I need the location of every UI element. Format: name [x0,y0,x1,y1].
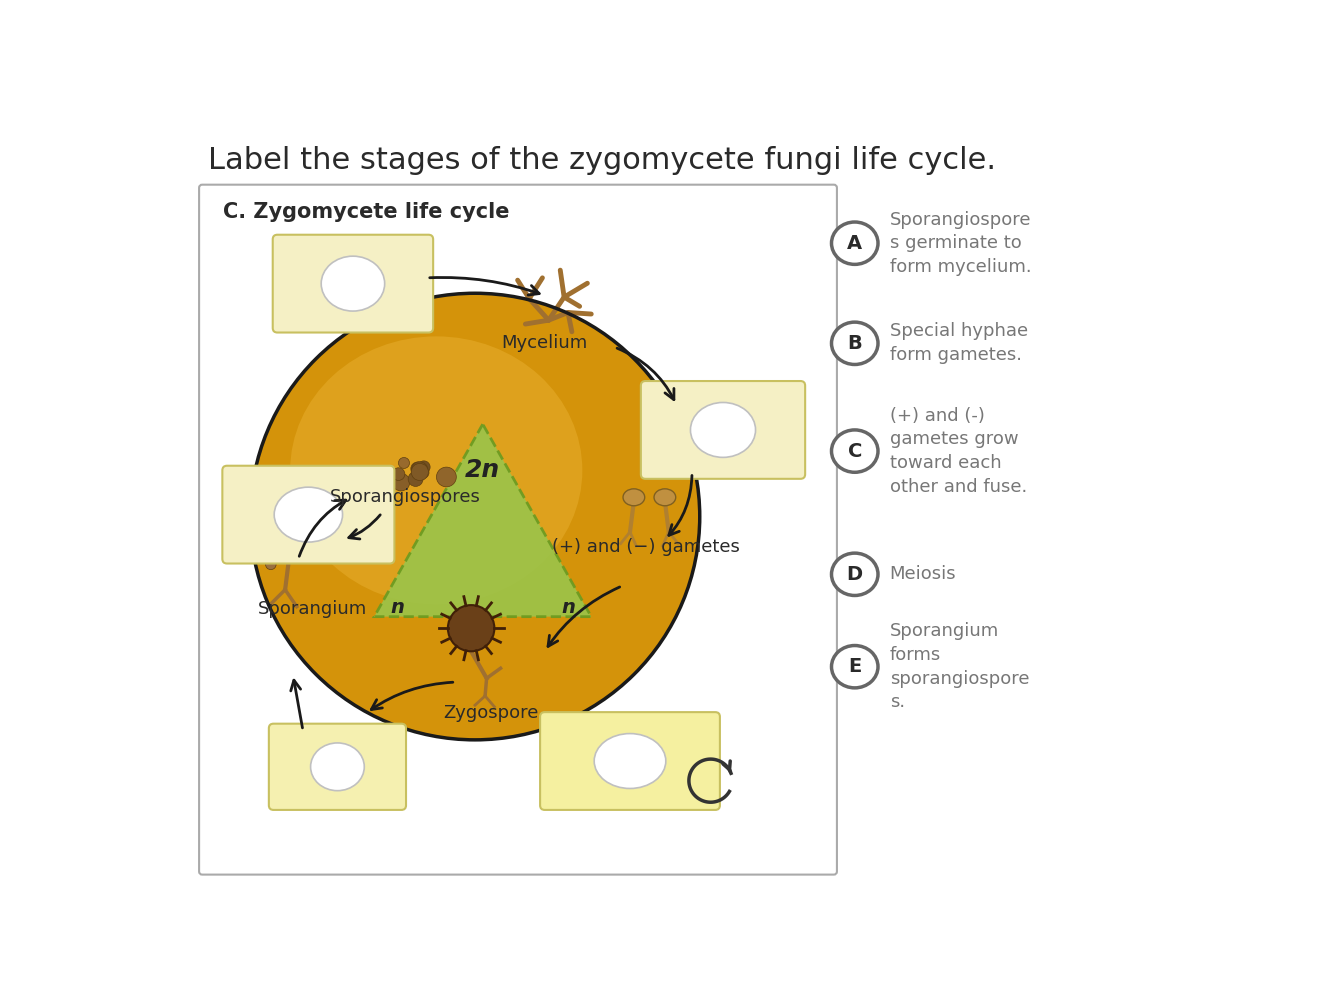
Text: n: n [391,598,404,617]
Circle shape [399,457,409,468]
Text: 2n: 2n [465,458,500,482]
Text: Sporangium: Sporangium [257,600,367,618]
Text: Label the stages of the zygomycete fungi life cycle.: Label the stages of the zygomycete fungi… [207,146,995,175]
Text: Meiosis: Meiosis [890,565,956,583]
FancyBboxPatch shape [640,381,805,479]
Circle shape [297,515,305,523]
Text: Sporangium
forms
sporangiospore
s.: Sporangium forms sporangiospore s. [890,622,1030,711]
Circle shape [411,462,425,476]
Ellipse shape [690,402,755,457]
FancyBboxPatch shape [269,724,407,810]
FancyBboxPatch shape [273,235,433,333]
Circle shape [300,523,308,530]
Ellipse shape [275,487,343,542]
Circle shape [392,473,409,491]
Polygon shape [375,424,591,617]
Ellipse shape [832,646,878,688]
Text: C: C [847,442,862,461]
Circle shape [437,467,457,487]
Circle shape [289,533,297,541]
Circle shape [392,468,405,480]
Ellipse shape [321,256,384,311]
Circle shape [417,467,429,478]
Ellipse shape [832,430,878,472]
Circle shape [289,512,297,520]
Ellipse shape [832,553,878,595]
Ellipse shape [832,222,878,264]
Circle shape [408,472,422,486]
Circle shape [271,505,314,548]
Text: Special hyphae
form gametes.: Special hyphae form gametes. [890,322,1028,364]
Circle shape [447,605,495,651]
Text: A: A [847,234,862,253]
Ellipse shape [832,322,878,364]
Ellipse shape [594,734,665,788]
Text: Sporangiospores: Sporangiospores [330,488,480,506]
Circle shape [260,534,272,547]
FancyBboxPatch shape [199,185,837,875]
Text: Sporangiospore
s germinate to
form mycelium.: Sporangiospore s germinate to form mycel… [890,211,1031,276]
Circle shape [417,461,430,473]
Circle shape [297,530,305,538]
Text: (+) and (-)
gametes grow
toward each
other and fuse.: (+) and (-) gametes grow toward each oth… [890,407,1027,495]
Ellipse shape [653,489,676,506]
Text: E: E [849,657,862,676]
Text: Zygospore: Zygospore [442,704,539,722]
Text: n: n [561,598,576,617]
FancyBboxPatch shape [540,712,719,810]
Circle shape [281,530,289,538]
Circle shape [260,545,269,554]
Circle shape [265,559,276,570]
Ellipse shape [290,336,582,604]
Ellipse shape [251,293,700,740]
Circle shape [255,494,265,505]
FancyBboxPatch shape [222,466,395,564]
Text: Mycelium: Mycelium [502,334,587,352]
Ellipse shape [310,743,364,791]
Circle shape [279,523,286,530]
Circle shape [281,515,289,523]
Text: C. Zygomycete life cycle: C. Zygomycete life cycle [223,202,510,222]
Text: B: B [847,334,862,353]
Circle shape [412,462,428,478]
Ellipse shape [623,489,644,506]
Circle shape [263,509,275,520]
Circle shape [261,517,271,526]
Circle shape [411,463,429,481]
Text: (+) and (−) gametes: (+) and (−) gametes [552,538,739,556]
Text: D: D [846,565,863,584]
